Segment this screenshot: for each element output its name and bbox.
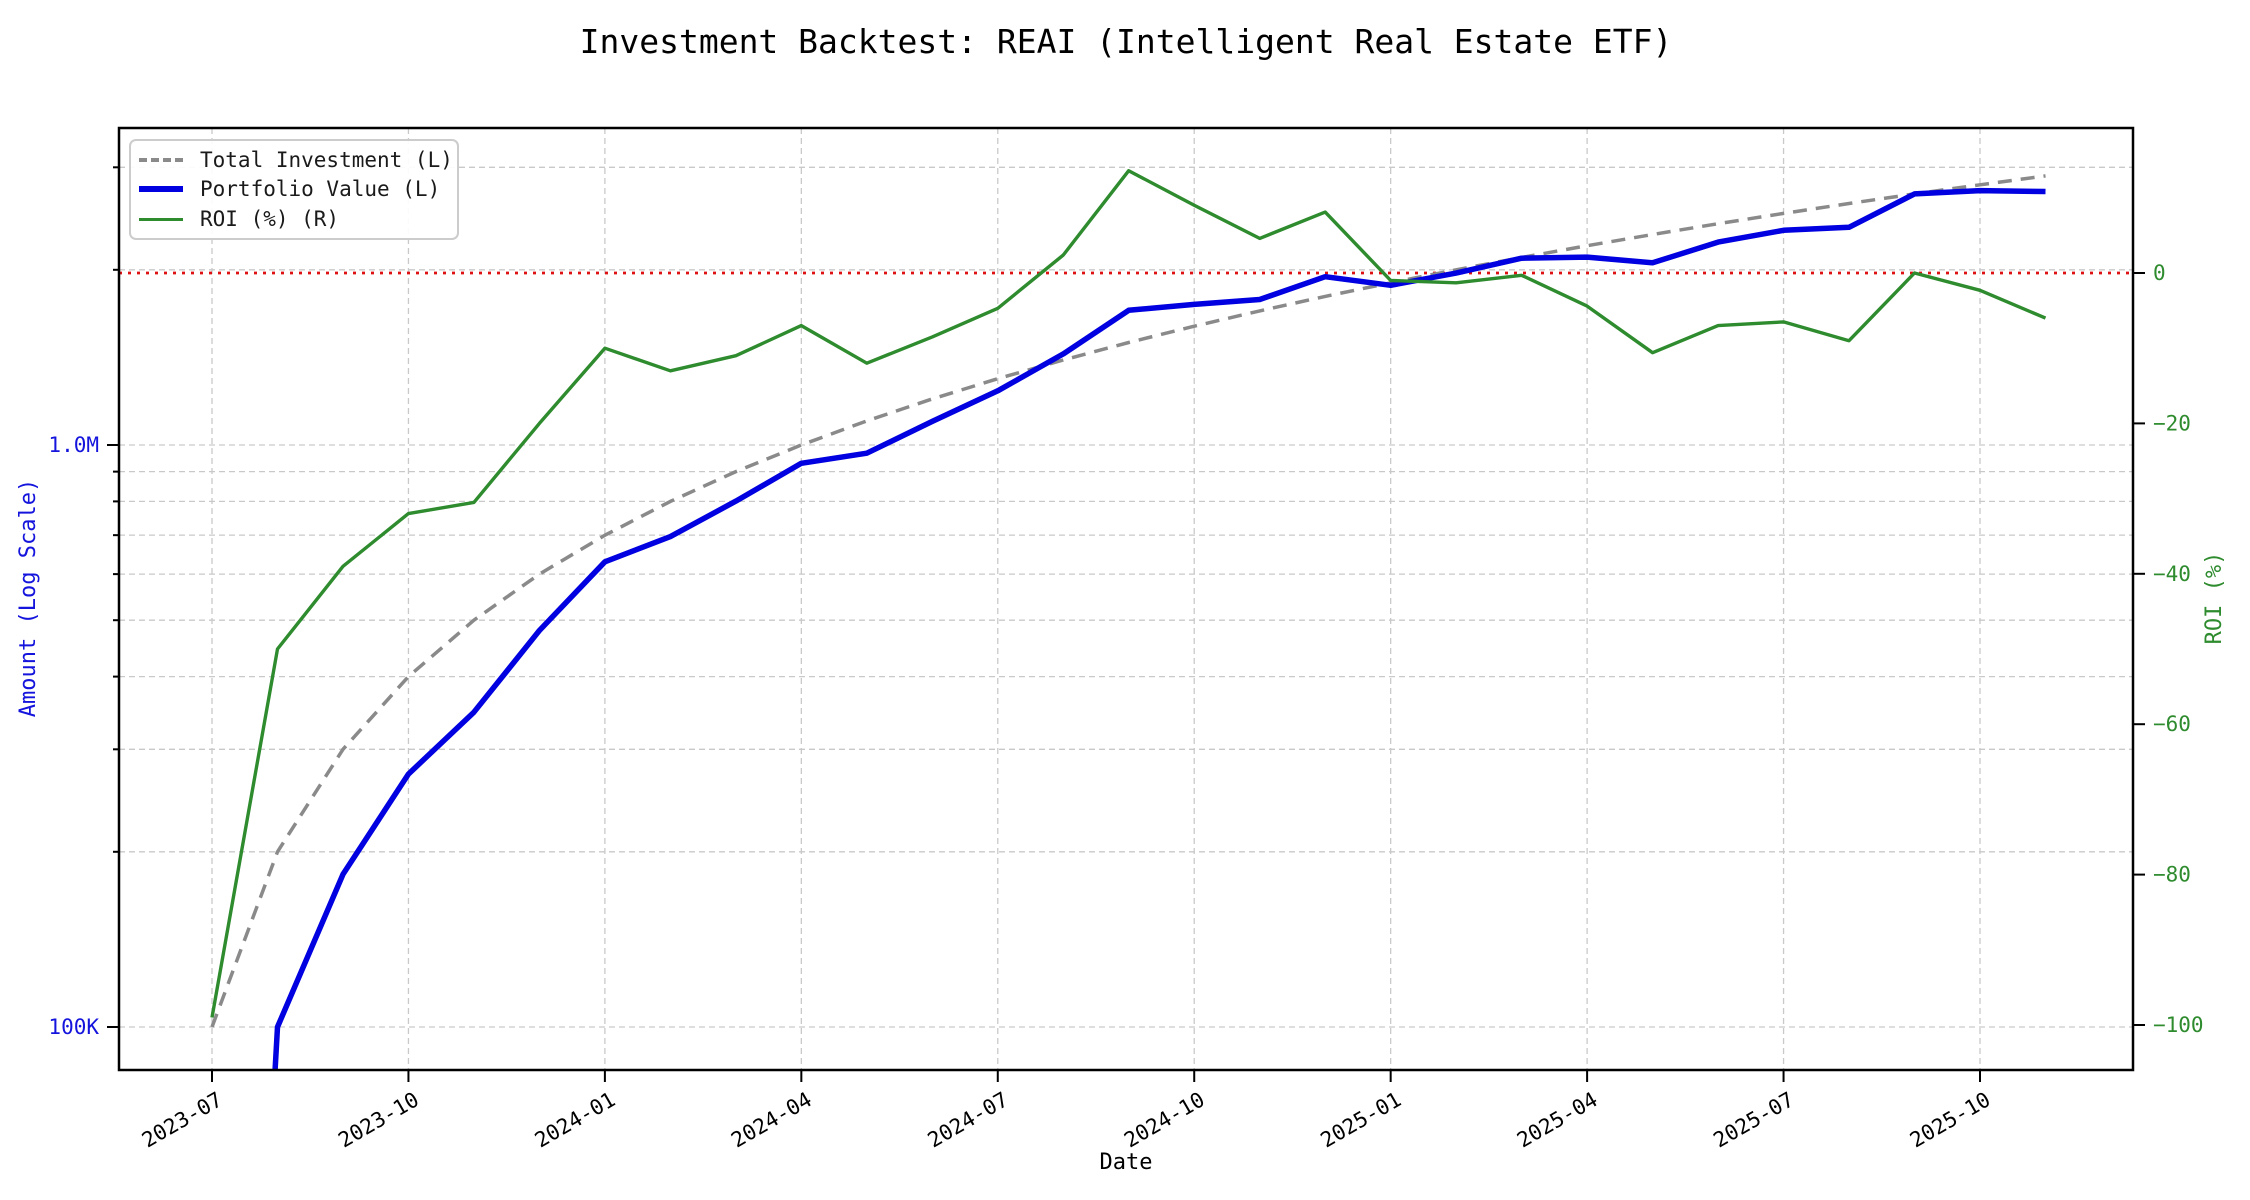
axis-ticks <box>107 166 2145 1082</box>
x-tick-label: 2023-10 <box>334 1087 423 1152</box>
right-tick-label: −20 <box>2153 411 2191 435</box>
chart-title: Investment Backtest: REAI (Intelligent R… <box>579 22 1673 61</box>
x-tick-label: 2024-04 <box>727 1087 816 1152</box>
right-tick-label: −60 <box>2153 712 2191 736</box>
gridlines <box>119 128 2133 1070</box>
tick-labels: 1.0M 100K 0 −20 −40 −60 −80 −100 2023-07 2023-10 2… <box>48 261 2203 1152</box>
legend-item-total-investment: Total Investment (L) <box>131 148 457 172</box>
legend-label: Total Investment (L) <box>200 147 453 172</box>
x-tick-label: 2023-07 <box>138 1087 227 1152</box>
portfolio-value-line <box>272 187 2046 1070</box>
roi-line <box>210 168 2047 1018</box>
x-tick-label: 2025-10 <box>1906 1087 1995 1152</box>
legend-label: ROI (%) (R) <box>200 207 340 232</box>
legend-swatch-solid-blue <box>139 186 183 193</box>
x-tick-label: 2025-07 <box>1709 1087 1798 1152</box>
x-tick-label: 2024-07 <box>924 1087 1013 1152</box>
legend-swatch-dashed-gray <box>139 157 183 162</box>
total-investment-line <box>210 174 2046 1028</box>
right-tick-label: −40 <box>2153 562 2191 586</box>
x-tick-label: 2024-01 <box>531 1087 620 1152</box>
left-tick-label: 1.0M <box>48 433 99 457</box>
x-axis-title: Date <box>1099 1150 1153 1175</box>
right-tick-label: −100 <box>2153 1013 2204 1037</box>
right-axis-title: ROI (%) <box>2202 551 2227 645</box>
x-tick-label: 2025-01 <box>1317 1087 1406 1152</box>
legend-label: Portfolio Value (L) <box>200 177 441 202</box>
legend-swatch-solid-green <box>139 217 183 221</box>
right-tick-label: 0 <box>2153 261 2166 285</box>
left-axis-title: Amount (Log Scale) <box>16 478 41 718</box>
right-tick-label: −80 <box>2153 863 2191 887</box>
x-tick-label: 2024-10 <box>1120 1087 1209 1152</box>
legend: Total Investment (L) Portfolio Value (L)… <box>129 139 459 240</box>
legend-item-roi: ROI (%) (R) <box>131 207 457 231</box>
series-lines <box>210 168 2047 1070</box>
plot-frame <box>117 126 2135 1072</box>
left-tick-label: 100K <box>48 1015 99 1039</box>
legend-item-portfolio-value: Portfolio Value (L) <box>131 177 457 201</box>
x-tick-label: 2025-04 <box>1513 1087 1602 1152</box>
